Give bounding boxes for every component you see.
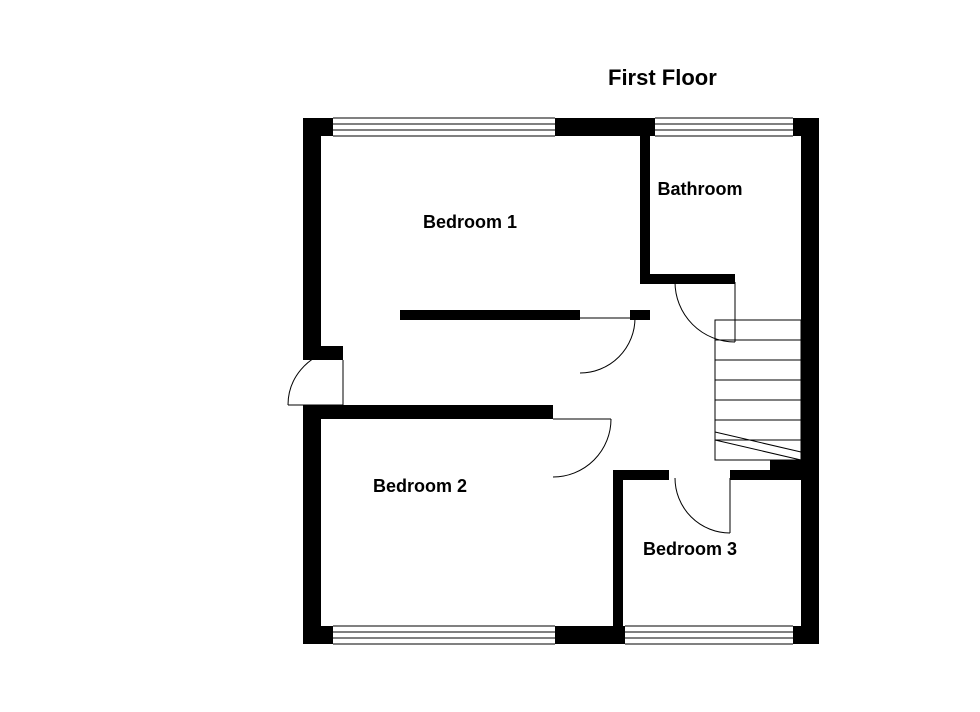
plan-title: First Floor — [608, 65, 717, 90]
floorplan-canvas: First Floor Bedroom 1 Bathroom Bedroom 2 Bed… — [0, 0, 980, 712]
wall-segment — [613, 470, 623, 630]
room-label-bedroom1: Bedroom 1 — [423, 212, 517, 232]
wall-segment — [303, 405, 321, 644]
wall-segment — [770, 460, 805, 470]
wall-segment — [343, 405, 553, 419]
wall-segment — [303, 346, 343, 360]
room-label-bathroom: Bathroom — [658, 179, 743, 199]
wall-segment — [730, 470, 805, 480]
wall-segment — [400, 310, 580, 320]
wall-segment — [793, 626, 819, 644]
room-label-bedroom3: Bedroom 3 — [643, 539, 737, 559]
wall-segment — [303, 118, 321, 348]
room-label-bedroom2: Bedroom 2 — [373, 476, 467, 496]
wall-segment — [640, 118, 650, 282]
wall-segment — [613, 470, 669, 480]
wall-segment — [303, 626, 333, 644]
wall-segment — [801, 118, 819, 644]
wall-segment — [640, 274, 735, 284]
